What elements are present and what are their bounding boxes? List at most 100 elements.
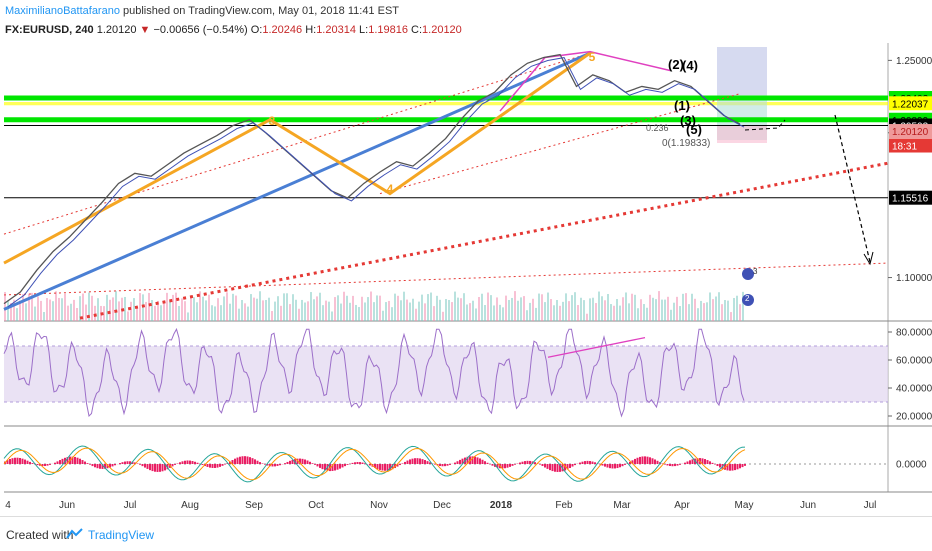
volume-bar [145, 302, 147, 321]
macd-hist-bar [654, 459, 656, 464]
volume-bar [220, 305, 222, 321]
volume-bar [376, 295, 378, 321]
macd-hist-bar [27, 461, 29, 464]
volume-bar [688, 304, 690, 321]
volume-bar [667, 297, 669, 321]
volume-bar [265, 300, 267, 321]
x-tick-label: Aug [181, 500, 199, 511]
volume-bar [694, 299, 696, 321]
volume-bar [61, 298, 63, 321]
macd-hist-bar [474, 457, 476, 464]
macd-hist-bar [509, 464, 511, 467]
macd-hist-bar [194, 462, 196, 464]
macd-hist-bar [587, 461, 589, 464]
volume-bar [676, 297, 678, 321]
volume-bar [463, 293, 465, 321]
macd-hist-bar [519, 463, 521, 464]
volume-bar [490, 295, 492, 321]
tradingview-link[interactable]: TradingView [88, 528, 154, 542]
macd-hist-bar [744, 464, 746, 466]
volume-bar [496, 297, 498, 321]
volume-bar [640, 299, 642, 321]
volume-bar [421, 295, 423, 321]
macd-hist-bar [122, 462, 124, 464]
macd-hist-bar [529, 461, 531, 464]
volume-bar [460, 298, 462, 321]
macd-hist-bar [657, 461, 659, 464]
volume-bar [739, 304, 741, 321]
macd-hist-bar [157, 464, 159, 472]
macd-hist-bar [542, 464, 544, 466]
fib-level-label: 0(1.19833) [662, 138, 710, 149]
volume-bar [466, 305, 468, 321]
volume-bar [133, 298, 135, 321]
volume-bar [454, 292, 456, 321]
x-tick-label: Jun [800, 500, 816, 511]
macd-hist-bar [624, 464, 626, 465]
macd-hist-bar [359, 462, 361, 464]
macd-hist-bar [74, 457, 76, 464]
volume-bar [391, 307, 393, 321]
volume-bar [73, 300, 75, 321]
macd-hist-bar [252, 458, 254, 464]
price-label: 1.15516 [892, 194, 929, 205]
macd-hist-bar [384, 464, 386, 471]
volume-bar [448, 300, 450, 321]
volume-bar [658, 291, 660, 321]
volume-bar [721, 304, 723, 321]
volume-bar [34, 307, 36, 321]
macd-hist-bar [557, 464, 559, 472]
macd-hist-bar [404, 462, 406, 464]
macd-hist-bar [94, 464, 96, 467]
macd-hist-bar [307, 460, 309, 464]
x-tick-label: May [735, 500, 754, 511]
volume-bar [25, 303, 27, 321]
macd-hist-bar [717, 464, 719, 466]
macd-hist-bar [154, 464, 156, 472]
macd-hist-bar [609, 464, 611, 468]
tradingview-logo-icon [66, 528, 84, 543]
macd-hist-bar [124, 462, 126, 464]
volume-bar [160, 305, 162, 321]
volume-bar [604, 300, 606, 321]
macd-hist-bar [424, 460, 426, 464]
price-label: 1.22037 [892, 99, 929, 110]
volume-bar [628, 303, 630, 321]
macd-hist-bar [704, 459, 706, 464]
volume-bar [613, 306, 615, 321]
volume-bar [544, 302, 546, 321]
volume-bar [223, 296, 225, 321]
macd-hist-bar [279, 464, 281, 465]
projection-arrow [835, 115, 870, 262]
volume-bar [370, 292, 372, 321]
volume-bar [169, 301, 171, 321]
x-tick-label: Sep [245, 500, 263, 511]
volume-bar [409, 303, 411, 321]
macd-hist-bar [592, 462, 594, 464]
macd-hist-bar [59, 460, 61, 464]
macd-hist-bar [669, 464, 671, 466]
macd-hist-bar [614, 464, 616, 468]
macd-hist-bar [97, 464, 99, 468]
macd-hist-bar [219, 464, 221, 467]
macd-hist-bar [687, 461, 689, 464]
volume-bar [727, 301, 729, 321]
macd-hist-bar [334, 464, 336, 470]
macd-hist-bar [652, 458, 654, 464]
volume-bar [652, 298, 654, 321]
volume-bar [691, 294, 693, 321]
macd-hist-bar [582, 462, 584, 464]
macd-hist-bar [544, 464, 546, 467]
macd-hist-bar [284, 463, 286, 464]
y-tick-label: 1.10000 [896, 273, 932, 284]
volume-bar [172, 295, 174, 321]
price-label: 1.20120 [892, 127, 929, 138]
macd-hist-bar [209, 464, 211, 468]
volume-bar [685, 293, 687, 321]
macd-hist-bar [449, 464, 451, 465]
volume-bar [148, 293, 150, 321]
volume-bar [406, 300, 408, 321]
macd-hist-bar [709, 461, 711, 464]
volume-bar [139, 293, 141, 321]
